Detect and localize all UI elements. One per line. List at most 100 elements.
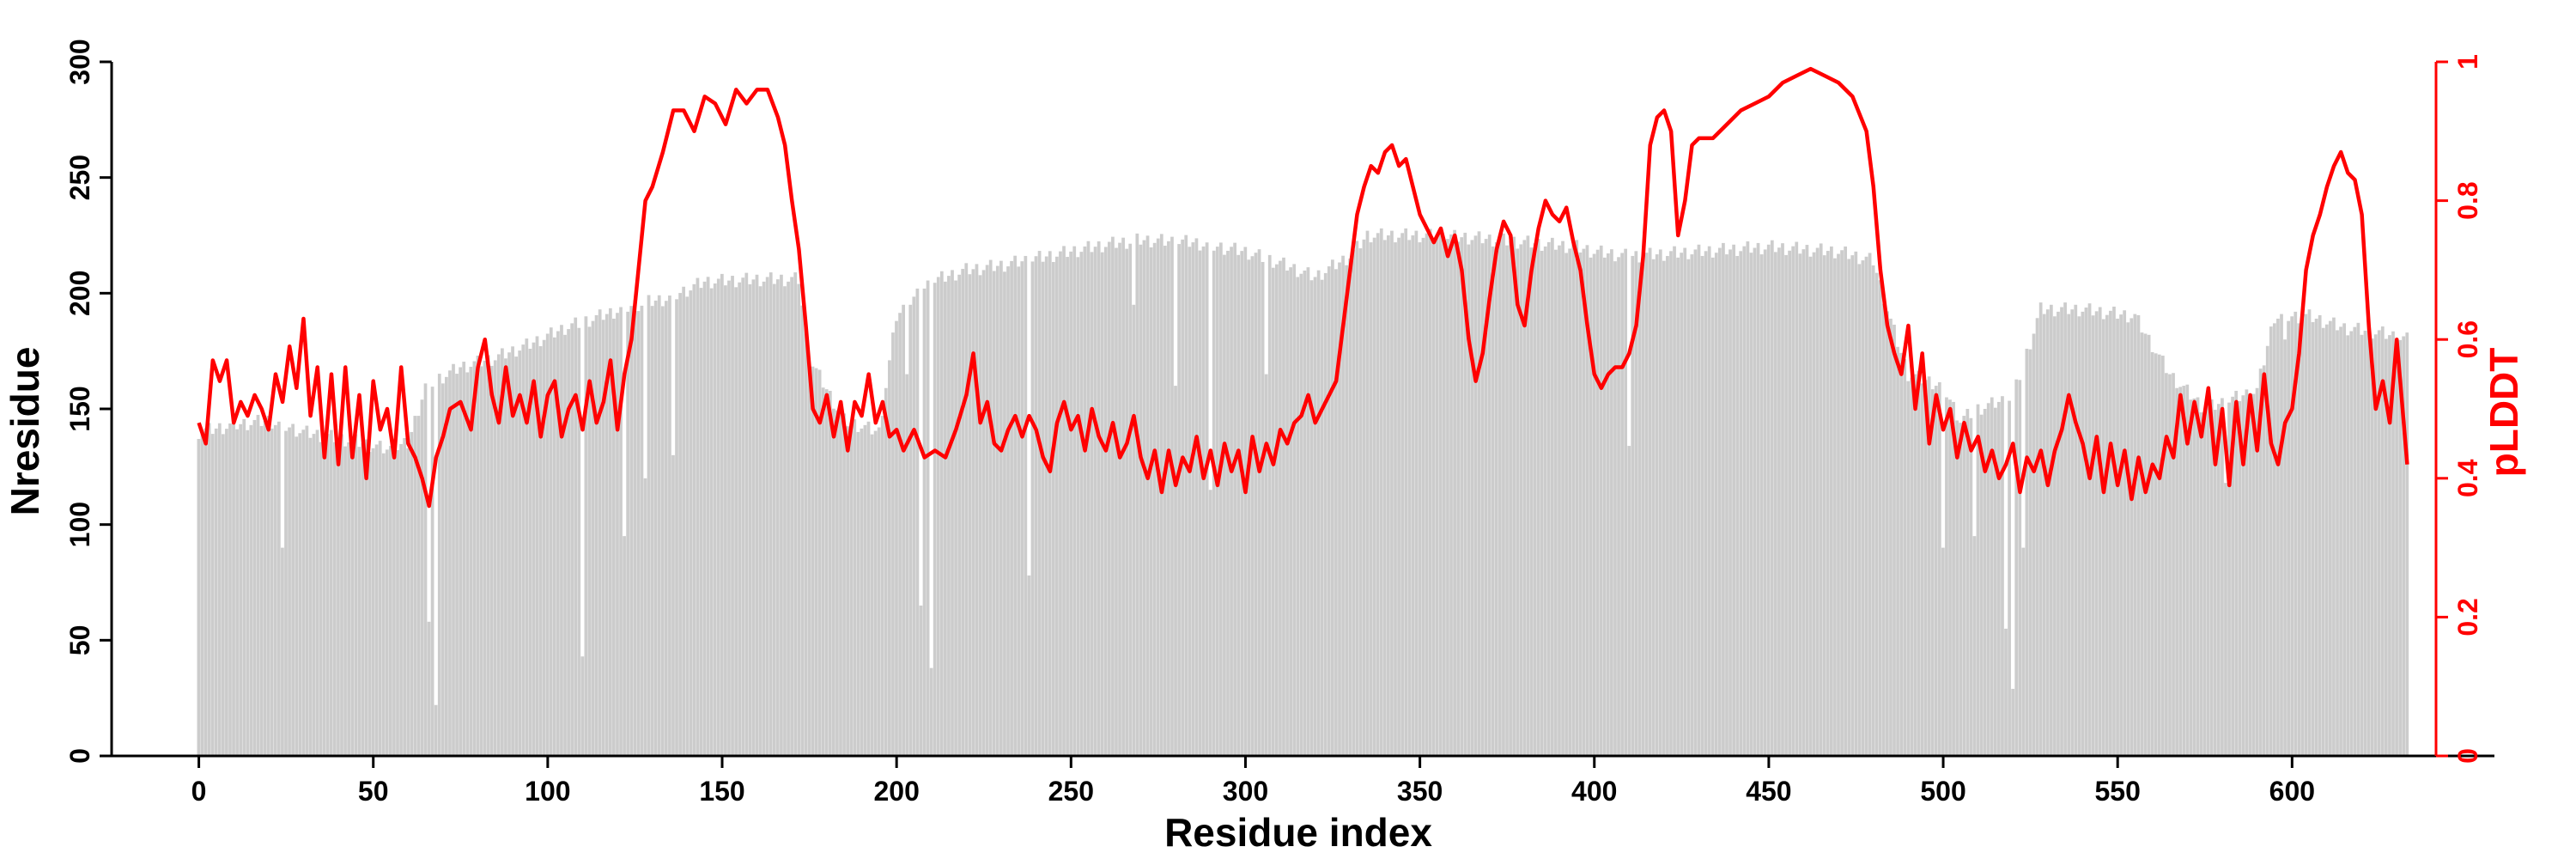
nresidue-bar (1686, 259, 1691, 756)
nresidue-bar (616, 313, 619, 757)
nresidue-bar (1728, 249, 1732, 756)
nresidue-bar (2098, 307, 2102, 756)
nresidue-bar (504, 358, 507, 756)
nresidue-bar (849, 423, 854, 756)
nresidue-bar (1062, 246, 1066, 756)
nresidue-bar (496, 354, 501, 756)
nresidue-bar (1243, 247, 1248, 757)
nresidue-bar (465, 372, 470, 756)
nresidue-bar (1617, 257, 1620, 756)
right-y-axis-title: pLDDT (2482, 348, 2526, 478)
nresidue-bar (2373, 334, 2378, 756)
nresidue-bar (2380, 326, 2385, 756)
nresidue-bar (532, 342, 536, 756)
nresidue-bar (612, 318, 616, 756)
nresidue-bar (1595, 249, 1600, 756)
nresidue-bar (2199, 412, 2203, 756)
nresidue-bar (1763, 249, 1767, 756)
nresidue-bar (263, 421, 267, 756)
nresidue-bar (1976, 404, 1980, 756)
nresidue-bar (863, 424, 867, 756)
nresidue-bar (765, 277, 769, 757)
nresidue-bar (2329, 320, 2332, 756)
nresidue-bar (1840, 250, 1844, 756)
x-tick-label: 450 (1746, 776, 1791, 807)
nresidue-bar (2346, 335, 2350, 756)
left-y-axis-title: Nresidue (3, 347, 47, 516)
nresidue-bar (1575, 240, 1579, 756)
nresidue-bar (514, 356, 519, 756)
nresidue-bar (256, 415, 260, 756)
nresidue-bar (1404, 228, 1408, 756)
nresidue-bar (423, 383, 428, 756)
nresidue-bar (1103, 247, 1108, 757)
nresidue-bar (1121, 237, 1125, 756)
nresidue-bar (266, 416, 270, 756)
nresidue-bar (1934, 386, 1938, 756)
nresidue-bar (1868, 253, 1872, 757)
nresidue-bar (668, 295, 671, 756)
nresidue-bar (1257, 249, 1261, 756)
x-tick-label: 400 (1571, 776, 1617, 807)
nresidue-bar (1889, 318, 1893, 756)
plddt-line (197, 66, 2409, 509)
nresidue-bar (399, 443, 403, 756)
nresidue-bar (1115, 247, 1118, 756)
right-y-tick-label: 0 (2452, 748, 2483, 764)
nresidue-bar (1927, 376, 1931, 756)
nresidue-bar (2360, 334, 2364, 756)
nresidue-bar (476, 356, 480, 756)
nresidue-bar (2300, 318, 2305, 756)
nresidue-bar (1781, 243, 1784, 756)
x-tick-label: 200 (873, 776, 919, 807)
nresidue-bar (2160, 356, 2165, 756)
nresidue-bar (1156, 238, 1160, 757)
nresidue-bar (2126, 322, 2130, 756)
nresidue-bar (817, 369, 822, 756)
nresidue-bar (1487, 235, 1492, 757)
nresidue-bar (1282, 257, 1285, 756)
nresidue-bar (2109, 310, 2112, 756)
nresidue-bar (1438, 231, 1443, 756)
nresidue-bar (1805, 245, 1809, 756)
nresidue-bar (1613, 261, 1617, 756)
nresidue-bar (1536, 239, 1540, 756)
nresidue-bar (1993, 407, 1997, 756)
nresidue-bar (1097, 241, 1101, 756)
nresidue-bar (839, 411, 842, 756)
nresidue-bar (2388, 335, 2391, 756)
nresidue-bar (535, 336, 539, 756)
nresidue-bar (2112, 306, 2116, 756)
nresidue-bar (493, 360, 497, 756)
nresidue-bar (1742, 246, 1747, 756)
nresidue-bar (1662, 260, 1666, 756)
nresidue-bar (1365, 230, 1370, 756)
nresidue-bar (660, 306, 665, 756)
nresidue-bar (1079, 252, 1084, 756)
nresidue-bar (1215, 247, 1219, 756)
nresidue-bar (1473, 235, 1478, 756)
nresidue-bar (720, 273, 724, 756)
nresidue-bar (2143, 333, 2148, 756)
nresidue-bar (1599, 245, 1603, 757)
nresidue-bar (1352, 249, 1356, 756)
x-tick-label: 150 (699, 776, 744, 807)
nresidue-bar (1861, 260, 1865, 757)
nresidue-bar (2321, 327, 2325, 756)
nresidue-bar (905, 374, 909, 756)
nresidue-bar (954, 280, 957, 756)
x-tick-label: 100 (525, 776, 570, 807)
nresidue-bar (1812, 252, 1816, 756)
nresidue-bar (1766, 244, 1771, 756)
nresidue-bar (1059, 251, 1062, 757)
nresidue-bar (1826, 251, 1830, 756)
nresidue-bar (1355, 241, 1359, 757)
nresidue-bar (1418, 242, 1422, 757)
nresidue-bar (957, 274, 962, 756)
nresidue-bar (1261, 261, 1265, 757)
nresidue-bar (389, 446, 392, 756)
nresidue-bar (410, 431, 414, 756)
nresidue-bar (811, 366, 815, 756)
nresidue-bar (1979, 414, 1984, 756)
nresidue-bar (210, 434, 215, 756)
